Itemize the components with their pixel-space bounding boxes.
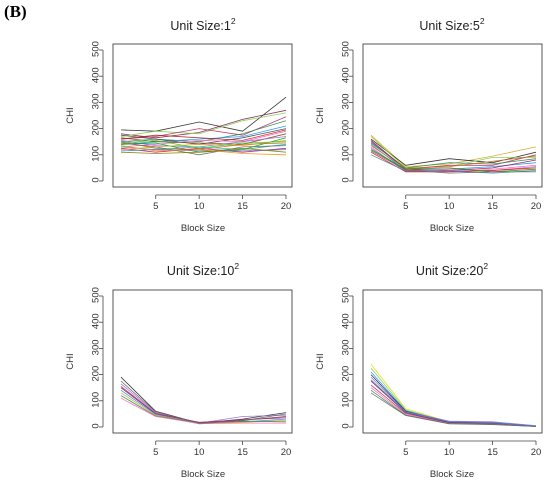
y-tick-label: 100 xyxy=(91,146,102,162)
y-tick-label: 0 xyxy=(91,423,102,428)
y-tick-label: 100 xyxy=(341,392,352,408)
x-axis-label: Block Size xyxy=(430,469,474,480)
y-tick-label: 500 xyxy=(341,41,352,57)
series-line-15 xyxy=(120,142,287,156)
y-tick-label: 200 xyxy=(341,366,352,382)
y-tick-label: 500 xyxy=(91,287,102,303)
x-tick-label: 10 xyxy=(194,201,205,212)
y-tick-label: 0 xyxy=(341,177,352,182)
series-line-4 xyxy=(370,374,537,427)
y-tick-label: 300 xyxy=(341,93,352,109)
plot-frame xyxy=(112,289,293,434)
series-line-18 xyxy=(120,145,287,156)
series-line-3 xyxy=(370,371,537,427)
y-tick-label: 400 xyxy=(341,67,352,83)
chart-panel-1: Unit Size:12 0 100 200 300 400 500 5 10 15 20 Block… xyxy=(65,16,293,234)
series-line-13 xyxy=(370,150,536,174)
series-line-9 xyxy=(120,133,287,145)
plot-frame xyxy=(362,289,543,434)
series-line-11 xyxy=(370,379,537,427)
x-tick-label: 10 xyxy=(194,447,205,458)
plot-frame xyxy=(362,43,543,188)
x-axis-label: Block Size xyxy=(181,223,225,234)
y-tick-label: 0 xyxy=(91,177,102,182)
chart-panel-3: Unit Size:102 0 100 200 300 400 500 5 10 15 20 Bloc… xyxy=(65,261,293,480)
series-line-14 xyxy=(120,143,287,151)
series-line-17 xyxy=(120,149,287,152)
x-axis-label: Block Size xyxy=(181,469,225,480)
y-tick-label: 100 xyxy=(341,146,352,162)
x-tick-label: 20 xyxy=(531,201,542,212)
y-tick-label: 500 xyxy=(341,287,352,303)
y-tick-label: 200 xyxy=(341,120,352,136)
series-line-2 xyxy=(370,367,537,427)
y-axis-label: CHI xyxy=(65,353,76,369)
y-axis-label: CHI xyxy=(65,107,76,123)
y-tick-label: 0 xyxy=(341,423,352,428)
x-tick-label: 20 xyxy=(281,201,292,212)
series-line-3 xyxy=(120,387,287,423)
x-tick-label: 15 xyxy=(237,447,248,458)
series-line-20 xyxy=(120,129,287,141)
x-tick-label: 10 xyxy=(444,447,455,458)
x-tick-label: 10 xyxy=(444,201,455,212)
x-tick-label: 20 xyxy=(531,447,542,458)
series-line-12 xyxy=(370,154,537,174)
x-tick-label: 15 xyxy=(487,201,498,212)
series-line-19 xyxy=(120,147,287,154)
y-tick-label: 400 xyxy=(91,313,102,329)
series-line-8 xyxy=(120,386,287,423)
series-line-5 xyxy=(370,376,537,427)
y-tick-label: 300 xyxy=(341,339,352,355)
x-tick-label: 20 xyxy=(281,447,292,458)
x-tick-label: 15 xyxy=(487,447,498,458)
panel-label: (B) xyxy=(4,2,27,21)
y-tick-label: 300 xyxy=(91,93,102,109)
chart-title: Unit Size:12 xyxy=(170,16,235,33)
x-tick-label: 5 xyxy=(153,447,158,458)
chart-title: Unit Size:202 xyxy=(416,261,488,278)
series-line-6 xyxy=(120,125,287,145)
series-line-1 xyxy=(370,363,537,427)
series-line-8 xyxy=(120,130,287,148)
x-tick-label: 5 xyxy=(403,201,408,212)
chart-panel-2: Unit Size:52 0 100 200 300 400 500 5 10 15 20 Block… xyxy=(315,16,543,234)
y-tick-label: 200 xyxy=(91,120,102,136)
y-tick-label: 400 xyxy=(341,313,352,329)
series-line-10 xyxy=(370,392,537,427)
series-line-6 xyxy=(370,380,537,427)
y-tick-label: 400 xyxy=(91,67,102,83)
x-tick-label: 15 xyxy=(237,201,248,212)
y-tick-label: 200 xyxy=(91,366,102,382)
chart-panel-4: Unit Size:202 0 100 200 300 400 500 5 10 15 20 Bloc… xyxy=(315,261,543,480)
series-line-21 xyxy=(120,139,287,149)
series-line-1 xyxy=(120,96,287,132)
chart-title: Unit Size:102 xyxy=(167,261,239,278)
series-line-3 xyxy=(120,112,287,137)
y-tick-label: 500 xyxy=(91,41,102,57)
x-tick-label: 5 xyxy=(403,447,408,458)
series-line-8 xyxy=(370,387,537,427)
series-line-11 xyxy=(370,149,537,173)
y-tick-label: 300 xyxy=(91,339,102,355)
y-axis-label: CHI xyxy=(315,353,326,369)
series-line-14 xyxy=(370,145,537,169)
x-axis-label: Block Size xyxy=(430,223,474,234)
y-tick-label: 100 xyxy=(91,392,102,408)
x-tick-label: 5 xyxy=(153,201,158,212)
series-line-5 xyxy=(120,120,287,143)
plot-frame xyxy=(112,43,293,188)
y-axis-label: CHI xyxy=(315,107,326,123)
series-line-7 xyxy=(370,384,537,427)
series-line-9 xyxy=(120,380,287,424)
chart-title: Unit Size:52 xyxy=(419,16,484,33)
